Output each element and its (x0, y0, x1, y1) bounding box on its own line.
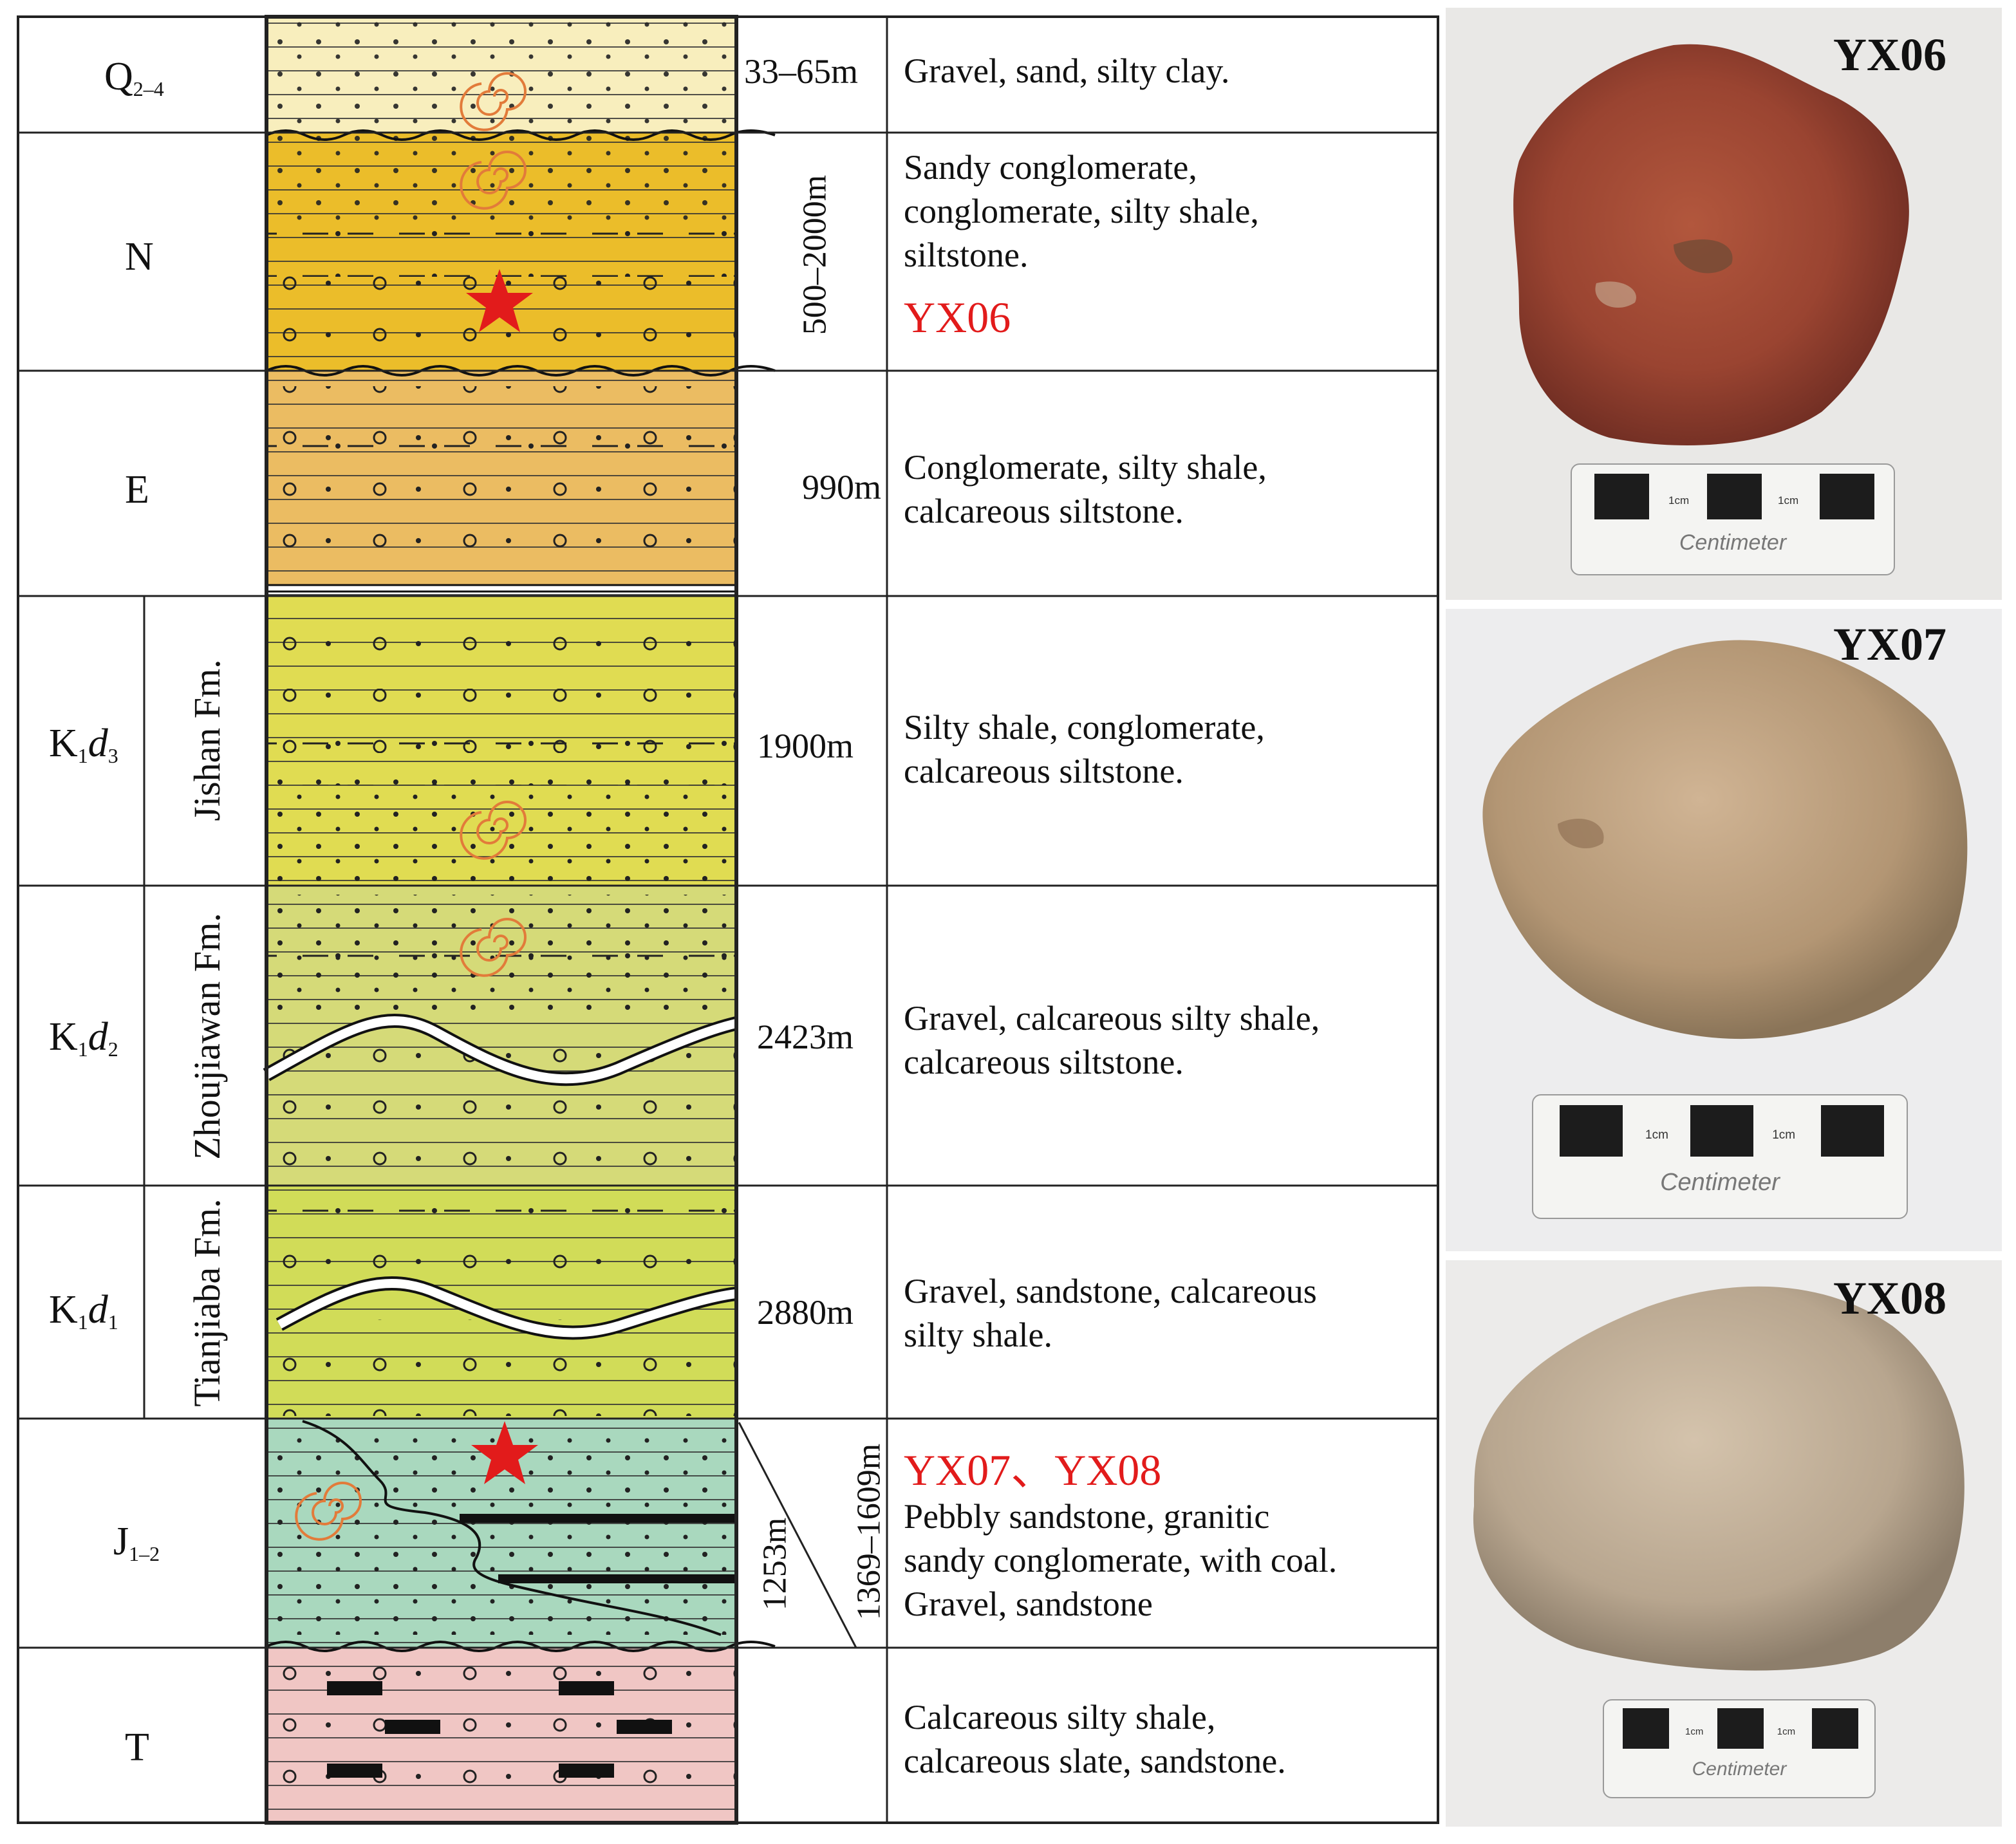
scale-text: Centimeter (1679, 530, 1787, 555)
era-k1d3: K1d3 (49, 722, 118, 767)
sample-markers (466, 269, 538, 1484)
scale-card: 1cm 1cm Centimeter (1603, 1699, 1876, 1798)
thickness-j-1253: 1253m (756, 1517, 794, 1611)
desc-t: Calcareous silty shale, calcareous slate… (904, 1698, 1286, 1780)
scale-text: Centimeter (1692, 1758, 1787, 1780)
desc-q: Gravel, sand, silty clay. (904, 51, 1230, 90)
desc-n: Sandy conglomerate, conglomerate, silty … (904, 148, 1259, 274)
fossil-icon (460, 151, 527, 210)
thickness-e: 990m (802, 468, 882, 507)
scale-block (1812, 1708, 1858, 1749)
fossil-symbols (295, 72, 527, 1541)
formation-jishan: Jishan Fm. (186, 659, 228, 821)
scale-card: 1cm 1cm Centimeter (1571, 463, 1895, 575)
desc-k2: Gravel, calcareous silty shale, calcareo… (904, 999, 1320, 1081)
scale-unit: 1cm (1645, 1128, 1668, 1142)
scale-unit: 1cm (1668, 494, 1690, 507)
desc-j: Pebbly sandstone, granitic sandy conglom… (904, 1497, 1338, 1623)
photo-label-yx08: YX08 (1833, 1272, 1946, 1324)
scale-block (1707, 473, 1762, 519)
scale-block (1717, 1708, 1764, 1749)
formation-zhoujiawan: Zhoujiawan Fm. (186, 913, 228, 1160)
thickness-q: 33–65m (744, 52, 859, 91)
table-grid (17, 15, 1439, 1825)
formation-tianjiaba: Tianjiaba Fm. (186, 1198, 228, 1407)
photo-panels (1446, 8, 2002, 1827)
desc-k1: Gravel, sandstone, calcareous silty shal… (904, 1272, 1317, 1354)
scale-card: 1cm 1cm Centimeter (1532, 1094, 1908, 1219)
thickness-j-1369: 1369–1609m (850, 1443, 888, 1621)
era-t: T (125, 1726, 149, 1769)
scale-block (1820, 1105, 1885, 1157)
thickness-k2: 2423m (757, 1018, 854, 1056)
desc-k3: Silty shale, conglomerate, calcareous si… (904, 708, 1265, 790)
thickness-k3: 1900m (757, 727, 854, 765)
scale-unit: 1cm (1778, 494, 1799, 507)
sample-star-icon (471, 1421, 538, 1484)
photo-label-yx06: YX06 (1833, 29, 1946, 80)
scale-unit: 1cm (1772, 1128, 1796, 1142)
rock-yx08 (1473, 1286, 1965, 1671)
scale-block (1594, 473, 1649, 519)
era-e: E (125, 468, 149, 512)
fossil-icon (460, 801, 527, 860)
era-n: N (125, 235, 154, 279)
era-k1d1: K1d1 (49, 1288, 118, 1334)
scale-block (1690, 1105, 1754, 1157)
fossil-icon (460, 918, 527, 977)
scale-block (1623, 1708, 1669, 1749)
sample-label-yx07-yx08: YX07、YX08 (904, 1446, 1162, 1495)
era-k1d2: K1d2 (49, 1015, 118, 1061)
scale-unit: 1cm (1685, 1726, 1704, 1738)
scale-block (1559, 1105, 1623, 1157)
rock-yx07 (1482, 640, 1968, 1039)
era-q: Q2–4 (104, 55, 164, 100)
fossil-icon (295, 1482, 362, 1541)
thickness-k1: 2880m (757, 1293, 854, 1332)
strata-column (263, 17, 776, 1823)
photo-label-yx07: YX07 (1833, 619, 1946, 670)
scale-text: Centimeter (1660, 1169, 1780, 1196)
desc-e: Conglomerate, silty shale, calcareous si… (904, 448, 1267, 530)
fossil-icon (460, 72, 527, 131)
sample-star-icon (466, 269, 533, 332)
scale-unit: 1cm (1777, 1726, 1796, 1738)
sample-label-yx06: YX06 (904, 293, 1011, 342)
thickness-n: 500–2000m (796, 174, 834, 335)
scale-block (1820, 473, 1874, 519)
era-j: J1–2 (113, 1520, 160, 1565)
